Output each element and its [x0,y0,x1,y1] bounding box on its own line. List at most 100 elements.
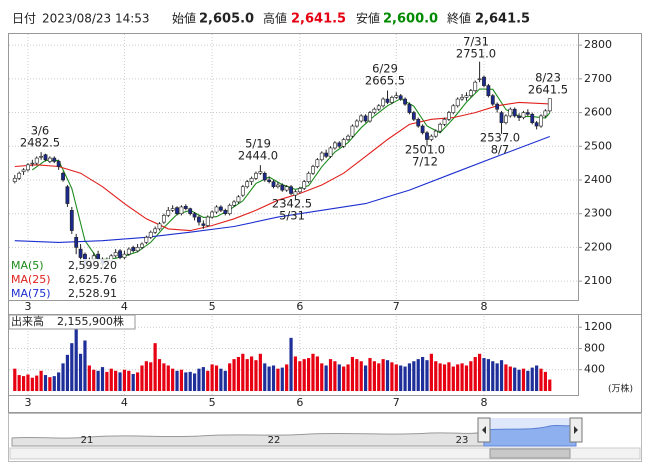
volume-bar [140,365,144,391]
volume-bar [539,368,543,391]
candle-body [433,130,438,137]
candle-body [30,162,35,165]
volume-bar [228,363,232,391]
volume-bar [70,343,74,391]
legend-box [9,259,119,299]
volume-bar [416,359,420,391]
volume-bar [372,361,376,391]
volume-bar [127,370,131,391]
volume-bar [385,360,390,391]
candle-body [113,252,118,257]
volume-bar [346,364,350,391]
candle-body [508,108,513,117]
volume-bar [249,356,254,391]
volume-bar [184,372,188,391]
annotation: 2641.5 [528,83,568,97]
volume-bar [390,362,394,391]
candle-body [61,172,65,181]
volume-bar [122,369,127,391]
candle-body [275,184,280,188]
navigator-label: 23 [456,435,469,446]
volume-bar [434,361,438,391]
candle-body [214,206,219,213]
candle-body [39,156,44,158]
y-tick-label: 2400 [584,173,612,186]
quote-label: 日付 [12,12,36,26]
candle-body [337,142,342,147]
candle-body [359,115,364,122]
candle-body [267,179,272,182]
candle-body [416,119,421,127]
annotation: 2444.0 [238,149,278,163]
candle-body [319,152,324,161]
volume-bar [517,369,521,391]
navigator-area [11,431,485,447]
candle-body [26,164,30,171]
candle-body [201,223,206,226]
volume-bar [188,371,192,391]
volume-bar [13,368,17,391]
candle-body [482,76,486,86]
volume-bar [87,365,91,391]
volume-bar [407,363,412,391]
candle-body [429,135,434,140]
volume-bar [258,353,262,391]
annotation: 2482.5 [20,136,60,150]
volume-bar [219,368,223,391]
volume-bar [131,373,135,391]
candle-body [284,186,289,191]
volume-bar [486,359,490,391]
navigator-label: 22 [268,435,281,446]
candle-body [153,228,158,233]
volume-bar [100,367,105,391]
candle-body [376,105,381,110]
y-tick-label: 2700 [584,72,612,85]
candle-body [21,169,26,172]
candle-body [210,211,215,218]
annotation: 2537.0 [480,131,520,145]
volume-bar [364,365,368,391]
candle-body [490,95,495,105]
candle-body [442,119,447,125]
volume-bar [114,370,118,391]
candle-body [52,157,57,162]
volume-bar [293,356,298,391]
y-tick-label: 2800 [584,38,612,51]
candle-body [249,177,254,182]
volume-bar [499,360,504,391]
candle-body [315,159,320,167]
candle-body [333,142,337,149]
x-tick-label: 5 [209,396,216,409]
volume-value: 2,155,900株 [57,314,124,328]
volume-bar [456,364,460,391]
candle-body [74,236,79,248]
volume-bar [192,373,197,391]
annotation: 2751.0 [456,47,496,61]
candle-body [258,171,263,174]
candle-body [499,112,504,123]
candle-body [17,172,22,179]
scrollbar-thumb[interactable] [489,448,571,459]
scrollbar[interactable] [9,447,641,460]
annotation: 6/29 [372,62,398,76]
volume-bar [425,360,429,391]
volume-bar [166,365,170,391]
annotation: 8/23 [535,71,561,85]
candle-body [197,216,201,223]
candle-body [420,125,425,134]
volume-bar [96,370,100,391]
candle-body [12,177,17,182]
volume-bar [399,365,403,391]
candle-body [341,139,346,147]
candle-body [407,103,412,113]
volume-bar [530,367,534,391]
volume-bar [368,358,372,391]
candle-body [227,204,232,214]
volume-bar [306,358,311,391]
candle-body [486,85,491,97]
volume-bar [315,356,319,391]
candle-body [192,213,197,218]
candle-body [170,208,175,211]
volume-bar [135,372,140,391]
